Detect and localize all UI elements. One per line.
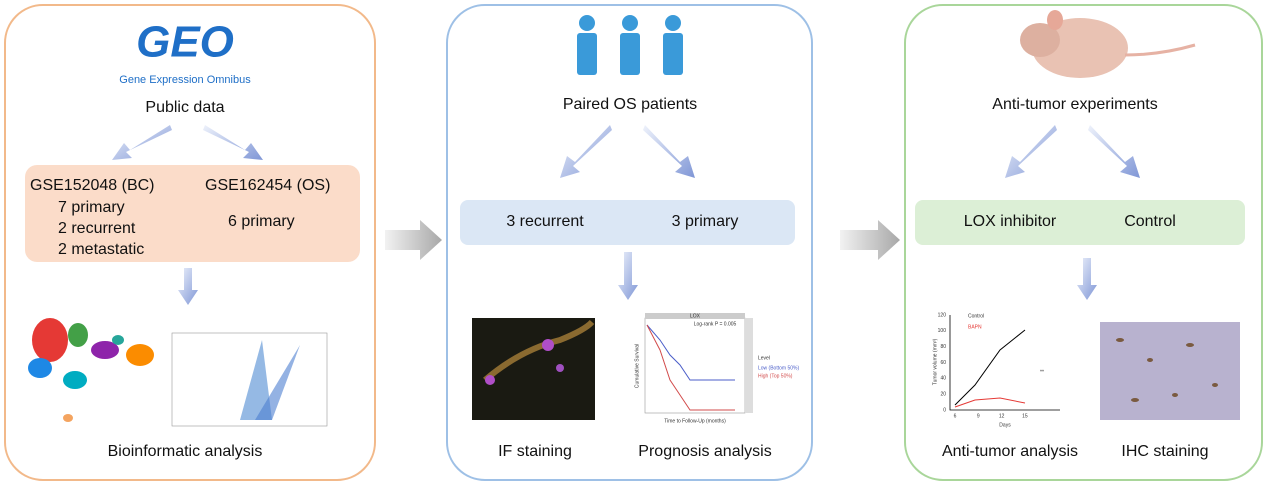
logo-title: GEO — [136, 18, 234, 67]
km-title: LOX — [690, 313, 701, 319]
arrow — [840, 220, 900, 260]
group: LOX inhibitor — [964, 213, 1057, 230]
y-tick-label: 80 — [940, 344, 946, 350]
legend: Control — [968, 313, 984, 319]
group: 3 recurrent — [506, 213, 584, 230]
dataset-item: 7 primary — [58, 199, 125, 216]
caption: Bioinformatic analysis — [108, 443, 263, 460]
km-legend: High (Top 50%) — [758, 373, 793, 379]
dataset-item: 6 primary — [228, 213, 295, 230]
caption: Prognosis analysis — [638, 443, 771, 460]
arrow — [203, 125, 263, 160]
heading: Paired OS patients — [563, 96, 697, 113]
caption: IHC staining — [1121, 443, 1208, 460]
group-box — [915, 200, 1245, 245]
significance: ** — [1040, 369, 1044, 375]
arrow — [643, 125, 695, 178]
arrow — [112, 125, 172, 160]
logo-subtitle: Gene Expression Omnibus — [119, 74, 251, 86]
ihc-cells — [1116, 338, 1218, 402]
x-tick-label: 9 — [977, 413, 980, 419]
heading: Public data — [145, 99, 224, 116]
km-pvalue: Log-rank P = 0.005 — [694, 321, 737, 327]
arrow — [178, 268, 198, 305]
y-tick-label: 100 — [938, 328, 947, 334]
dataset-item: 2 metastatic — [58, 241, 144, 258]
dataset-name: GSE162454 (OS) — [205, 177, 330, 194]
km-legend-title: Level — [758, 355, 770, 361]
ihc-image — [1100, 322, 1240, 420]
arrow — [1077, 258, 1097, 300]
caption: IF staining — [498, 443, 572, 460]
group-box — [460, 200, 795, 245]
group: 3 primary — [672, 213, 739, 230]
if-image — [472, 318, 595, 420]
x-tick-label: 12 — [999, 413, 1005, 419]
axis-label: Days — [999, 422, 1011, 428]
y-tick-label: 40 — [940, 376, 946, 382]
x-tick-label: 6 — [954, 413, 957, 419]
arrow — [1005, 125, 1057, 178]
arrow — [618, 252, 638, 300]
arrow — [560, 125, 612, 178]
arrow — [1088, 125, 1140, 178]
x-tick-label: 15 — [1022, 413, 1028, 419]
heading: Anti-tumor experiments — [992, 96, 1157, 113]
tumor-plot — [949, 315, 1060, 411]
km-xlabel: Time to Follow-Up (months) — [664, 418, 726, 424]
umap-image — [28, 318, 154, 422]
arrow — [385, 220, 442, 260]
volcano-image — [171, 332, 328, 427]
people-icon — [577, 15, 683, 75]
dataset-name: GSE152048 (BC) — [30, 177, 155, 194]
caption: Anti-tumor analysis — [942, 443, 1078, 460]
y-tick-label: 0 — [943, 407, 946, 413]
legend: BAPN — [968, 324, 982, 330]
km-legend: Low (Bottom 50%) — [758, 365, 799, 371]
dataset-box — [25, 165, 360, 262]
y-tick-label: 60 — [940, 360, 946, 366]
km-ylabel: Cumulative Survival — [634, 344, 640, 388]
dataset-item: 2 recurrent — [58, 220, 136, 237]
y-tick-label: 120 — [938, 312, 947, 318]
axis-label: Tumor volume (mm³) — [932, 338, 938, 385]
y-tick-label: 20 — [940, 391, 946, 397]
km-plot — [644, 313, 753, 414]
group: Control — [1124, 213, 1176, 230]
mouse-image — [1020, 10, 1196, 78]
